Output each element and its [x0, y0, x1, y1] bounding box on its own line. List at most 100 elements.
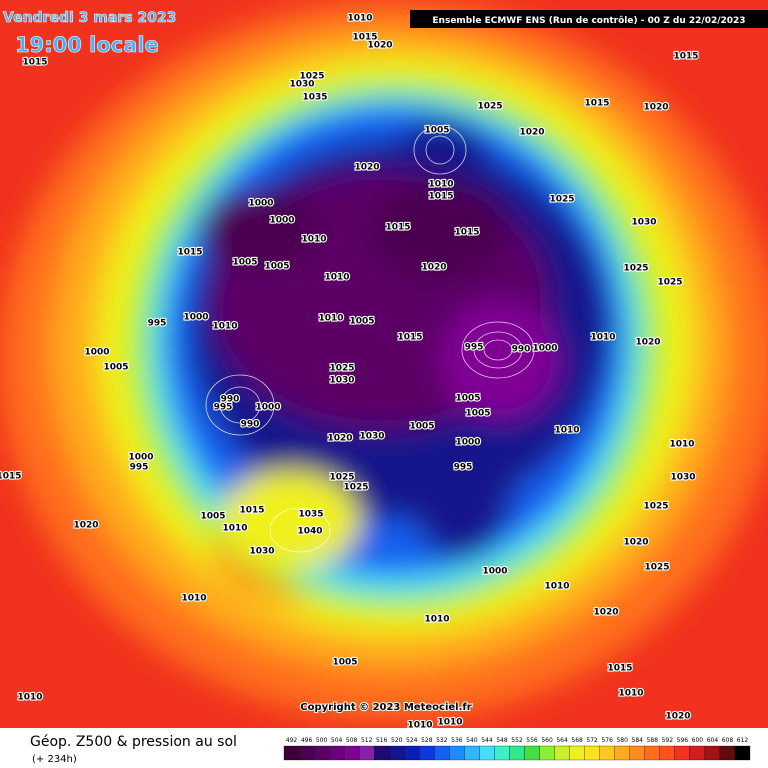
colorbar-label: 552 — [511, 737, 523, 744]
colorbar-label: 500 — [316, 737, 328, 744]
colorbar-swatch — [464, 745, 480, 761]
colorbar-label: 548 — [496, 737, 508, 744]
isobar-label: 995 — [214, 403, 233, 413]
isobar-label: 1030 — [249, 547, 274, 557]
colorbar-label: 604 — [707, 737, 719, 744]
colorbar-swatch — [298, 745, 315, 761]
isobar-label: 995 — [454, 463, 473, 473]
isobar-label: 1010 — [554, 426, 579, 436]
isobar-label: 1005 — [455, 394, 480, 404]
isobar-label: 1010 — [212, 322, 237, 332]
colorbar: 492 496 500 504 508 512 516 520 524 528 532 536 540 5… — [283, 737, 751, 761]
isobar-label: 1025 — [329, 473, 354, 483]
isobar-label: 1015 — [428, 192, 453, 202]
colorbar-swatch — [479, 745, 495, 761]
isobar-label: 1010 — [181, 594, 206, 604]
colorbar-label: 524 — [406, 737, 418, 744]
colorbar-label: 520 — [391, 737, 403, 744]
colorbar-label: 556 — [526, 737, 538, 744]
colorbar-swatch — [359, 745, 375, 761]
isobar-label: 1005 — [103, 363, 128, 373]
isobar-label: 1020 — [421, 263, 446, 273]
colorbar-swatch — [328, 745, 345, 761]
isobar-label: 1025 — [299, 72, 324, 82]
isobar-label: 1010 — [669, 440, 694, 450]
colorbar-label: 584 — [632, 737, 644, 744]
isobar-label: 1010 — [590, 333, 615, 343]
isobar-label: 995 — [465, 343, 484, 353]
isobar-label: 1005 — [465, 409, 490, 419]
colorbar-swatch — [734, 745, 751, 761]
isobar-label: 1015 — [397, 333, 422, 343]
isobar-label: 1015 — [0, 472, 22, 482]
isobar-label: 990 — [221, 395, 240, 405]
colorbar-swatch — [313, 745, 330, 761]
isobar-label: 1000 — [128, 453, 153, 463]
isobar-label: 1010 — [17, 693, 42, 703]
isobar-label: 1005 — [424, 126, 449, 136]
isobar-label: 990 — [512, 345, 531, 355]
footer-lead: (+ 234h) — [32, 754, 77, 765]
isobar-label: 1000 — [255, 403, 280, 413]
colorbar-swatch — [539, 745, 555, 761]
colorbar-swatch — [509, 745, 525, 761]
isobar-label: 1005 — [409, 422, 434, 432]
isobar-label: 1000 — [248, 199, 273, 209]
colorbar-swatch — [584, 745, 600, 761]
copyright: Copyright © 2023 Meteociel.fr — [300, 702, 471, 713]
colorbar-label: 588 — [647, 737, 659, 744]
isobar-label: 1020 — [643, 103, 668, 113]
colorbar-label: 532 — [436, 737, 448, 744]
colorbar-label: 508 — [346, 737, 358, 744]
isobar-label: 1020 — [519, 128, 544, 138]
isobar-label: 995 — [130, 463, 149, 473]
colorbar-label: 544 — [481, 737, 493, 744]
isobar-label: 1000 — [84, 348, 109, 358]
colorbar-swatch — [659, 745, 675, 761]
isobar-label: 1010 — [618, 689, 643, 699]
isobar-label: 1020 — [327, 434, 352, 444]
isobar-label: 1000 — [269, 216, 294, 226]
colorbar-swatch — [599, 745, 615, 761]
isobar-label: 1025 — [549, 195, 574, 205]
colorbar-swatch — [283, 745, 300, 761]
isobar-label: 1005 — [332, 658, 357, 668]
run-info: Ensemble ECMWF ENS (Run de contrôle) - 0… — [432, 15, 745, 26]
colorbar-label: 560 — [541, 737, 553, 744]
isobar-label: 1015 — [385, 223, 410, 233]
isobar-label: 1005 — [349, 317, 374, 327]
isobar-label: 1025 — [657, 278, 682, 288]
colorbar-label: 512 — [361, 737, 373, 744]
isobar-label: 1015 — [673, 52, 698, 62]
isobar-label: 1030 — [359, 432, 384, 442]
colorbar-label: 492 — [286, 737, 298, 744]
z500-field — [0, 0, 768, 728]
isobar-label: 1000 — [455, 438, 480, 448]
isobar-label: 1015 — [177, 248, 202, 258]
colorbar-label: 592 — [662, 737, 674, 744]
colorbar-label: 572 — [586, 737, 598, 744]
isobar-label: 1015 — [22, 58, 47, 68]
isobar-label: 1020 — [635, 338, 660, 348]
isobar-label: 1025 — [643, 502, 668, 512]
colorbar-label: 568 — [571, 737, 583, 744]
colorbar-swatch — [719, 745, 736, 761]
isobar-label: 1000 — [183, 313, 208, 323]
colorbar-swatch — [629, 745, 645, 761]
isobar-label: 1010 — [318, 314, 343, 324]
isobar-label: 1005 — [264, 262, 289, 272]
colorbar-label: 580 — [616, 737, 628, 744]
isobar-label: 1020 — [665, 712, 690, 722]
isobar-label: 1015 — [352, 33, 377, 43]
colorbar-swatch — [374, 745, 390, 761]
isobar-label: 990 — [241, 420, 260, 430]
isobar-label: 1020 — [623, 538, 648, 548]
isobar-label: 1040 — [297, 527, 322, 537]
colorbar-label: 564 — [556, 737, 568, 744]
colorbar-label: 612 — [737, 737, 749, 744]
colorbar-swatch — [569, 745, 585, 761]
isobar-label: 1015 — [607, 664, 632, 674]
colorbar-swatch — [554, 745, 570, 761]
